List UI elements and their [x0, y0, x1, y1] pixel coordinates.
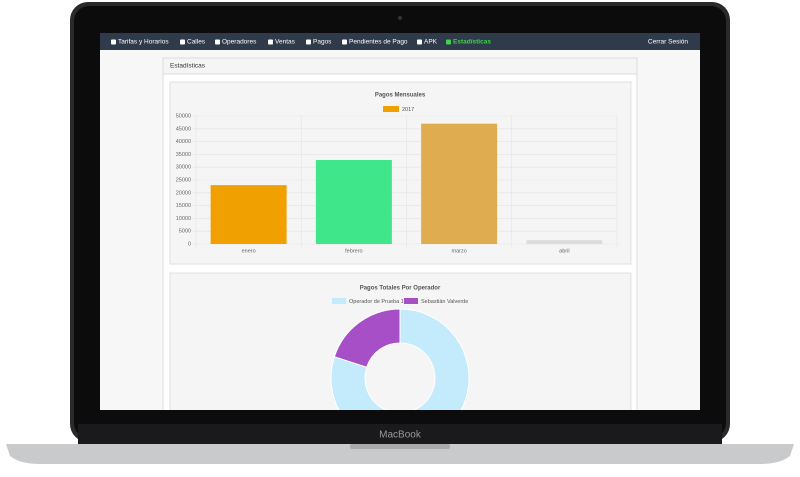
panel-title: Estadísticas — [170, 63, 206, 70]
bar — [315, 160, 392, 244]
legend-swatch — [404, 298, 418, 304]
y-tick-label: 20000 — [176, 190, 191, 196]
nav-icon — [180, 39, 185, 45]
x-tick-label: abril — [559, 248, 569, 254]
x-tick-label: marzo — [451, 248, 466, 254]
nav-icon — [268, 39, 273, 45]
camera — [398, 16, 402, 20]
legend-swatch — [383, 106, 399, 112]
logout[interactable]: Cerrar Sesión — [648, 39, 688, 46]
y-tick-label: 15000 — [176, 203, 191, 209]
nav-item[interactable]: Operadores — [222, 39, 257, 46]
bar — [421, 123, 498, 244]
y-tick-label: 10000 — [176, 216, 191, 222]
nav-item[interactable]: Calles — [187, 39, 206, 46]
panel-heading — [162, 57, 638, 75]
nav-item[interactable]: Estadísticas — [453, 39, 491, 46]
nav-icon — [215, 39, 220, 45]
nav-item[interactable]: APK — [424, 39, 438, 46]
nav-icon — [111, 39, 116, 45]
y-tick-label: 35000 — [176, 152, 191, 158]
laptop-base — [6, 444, 794, 464]
screen: Tarifas y Horarios Calles Operadores Ventas… — [100, 33, 700, 410]
bar — [210, 185, 287, 244]
nav-icon — [306, 39, 311, 45]
y-tick-label: 25000 — [176, 177, 191, 183]
nav-item[interactable]: Pendientes de Pago — [349, 39, 408, 46]
chart-title: Pagos Mensuales — [375, 93, 426, 99]
y-tick-label: 0 — [188, 241, 191, 247]
nav: Tarifas y Horarios Calles Operadores Ventas… — [111, 39, 491, 46]
chart-box — [169, 272, 632, 410]
nav-item[interactable]: Ventas — [275, 39, 296, 46]
y-tick-label: 5000 — [179, 229, 191, 235]
y-tick-label: 50000 — [176, 113, 191, 119]
y-tick-label: 30000 — [176, 165, 191, 171]
x-tick-label: enero — [242, 248, 256, 254]
x-tick-label: febrero — [345, 248, 362, 254]
brand: MacBook — [379, 430, 422, 441]
nav-item[interactable]: Tarifas y Horarios — [118, 39, 169, 46]
legend-label: Sebastián Valverde — [421, 299, 468, 305]
chart-title: Pagos Totales Por Operador — [360, 286, 441, 292]
navbar — [100, 33, 700, 50]
nav-item[interactable]: Pagos — [313, 39, 332, 46]
legend-label: Operador de Prueba 1 — [349, 299, 404, 305]
base-notch — [350, 444, 450, 449]
legend-label: 2017 — [402, 107, 414, 113]
y-tick-label: 40000 — [176, 139, 191, 145]
nav-icon — [342, 39, 347, 45]
nav-icon — [417, 39, 422, 45]
y-tick-label: 45000 — [176, 126, 191, 132]
nav-icon — [446, 39, 451, 45]
bar — [526, 240, 603, 244]
bezel-bottom — [78, 424, 722, 444]
donut-wedge — [333, 308, 401, 368]
charts: Pagos Mensuales 2017 0 5000 10000 15000 20000 2… — [176, 93, 618, 410]
donut-wedge — [330, 308, 470, 410]
legend-swatch — [332, 298, 346, 304]
